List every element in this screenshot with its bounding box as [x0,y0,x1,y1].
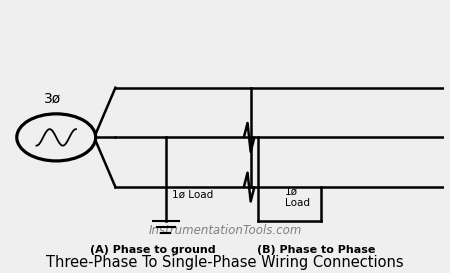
Text: Three-Phase To Single-Phase Wiring Connections: Three-Phase To Single-Phase Wiring Conne… [46,255,404,270]
Text: (B) Phase to Phase: (B) Phase to Phase [257,245,375,255]
Text: (A) Phase to ground: (A) Phase to ground [90,245,216,255]
Text: 1ø Load: 1ø Load [172,190,214,200]
Text: 1ø
Load: 1ø Load [285,187,310,208]
Text: 3ø: 3ø [45,92,62,106]
Text: InstrumentationTools.com: InstrumentationTools.com [148,224,302,237]
